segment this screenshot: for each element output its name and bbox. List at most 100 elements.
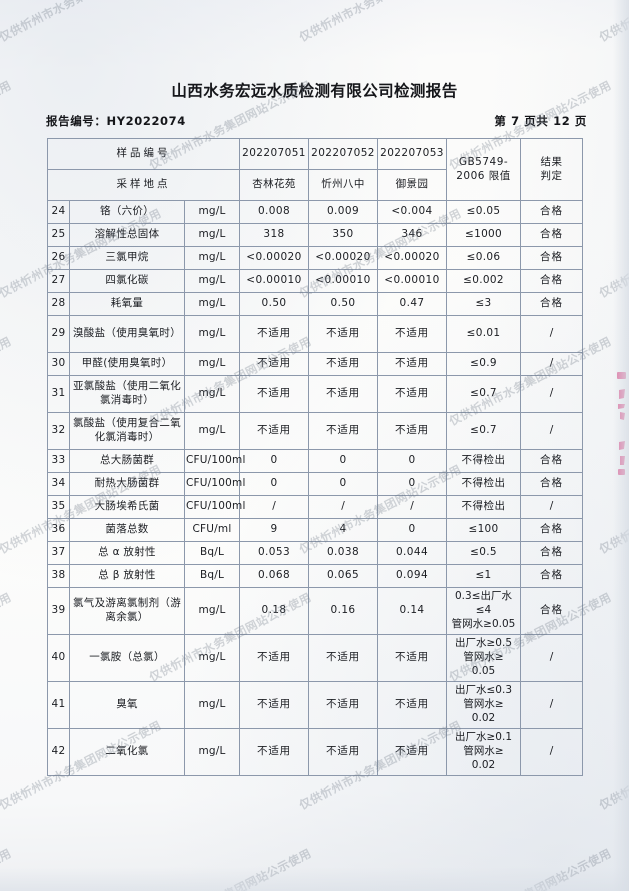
sample-3-value: 0.094	[377, 564, 447, 588]
parameter-name: 大肠埃希氏菌	[69, 495, 185, 519]
table-row: 26 三氯甲烷 mg/L <0.00020 <0.00020 <0.00020 ≤0.06 合…	[47, 246, 583, 270]
verdict-value: 合格	[520, 541, 583, 565]
header-sample-number-label: 样品编号	[47, 138, 240, 170]
standard-limit-value: ≤0.9	[446, 352, 521, 376]
sample-2-value: 350	[308, 223, 378, 247]
header-sampling-site-label: 采样地点	[47, 169, 240, 201]
parameter-name: 铬（六价）	[69, 200, 185, 224]
verdict-value: 合格	[520, 564, 583, 588]
verdict-value: /	[520, 728, 583, 776]
sample-3-value: 346	[377, 223, 447, 247]
parameter-name: 四氯化碳	[69, 269, 185, 293]
sample-1-value: 318	[239, 223, 309, 247]
sample-1-value: /	[239, 495, 309, 519]
header-verdict-line2: 判定	[540, 169, 563, 182]
standard-limit-value: ≤3	[446, 292, 521, 316]
sample-1-value: <0.00010	[239, 269, 309, 293]
verdict-value: /	[520, 634, 583, 682]
table-row: 37 总 α 放射性 Bq/L 0.053 0.038 0.044 ≤0.5 合格	[47, 541, 583, 565]
sample-3-value: <0.004	[377, 200, 447, 224]
report-number: 报告编号：HY2022074	[46, 114, 186, 128]
parameter-name: 亚氯酸盐（使用二氧化氯消毒时）	[69, 375, 185, 413]
sample-3-value: 不适用	[377, 315, 447, 353]
sample-1-value: 0.053	[239, 541, 309, 565]
parameter-unit: CFU/100ml	[184, 495, 245, 519]
sample-2-value: 不适用	[308, 412, 378, 450]
sample-2-value: 0	[308, 472, 378, 496]
table-row: 24 铬（六价） mg/L 0.008 0.009 <0.004 ≤0.05 合格	[47, 200, 583, 224]
row-index: 32	[47, 412, 70, 450]
parameter-unit: Bq/L	[184, 541, 240, 565]
sample-1-value: 不适用	[239, 352, 309, 376]
header-verdict: 结果 判定	[520, 138, 583, 201]
row-index: 42	[47, 728, 70, 776]
sample-3-value: 0	[377, 518, 447, 542]
parameter-name: 总 α 放射性	[69, 541, 185, 565]
table-row: 30 甲醛(使用臭氧时） mg/L 不适用 不适用 不适用 ≤0.9/	[47, 352, 583, 376]
verdict-value: /	[520, 375, 583, 413]
sample-1-value: 0.18	[239, 587, 309, 635]
parameter-name: 总大肠菌群	[69, 449, 185, 473]
standard-limit-value: ≤1000	[446, 223, 521, 247]
sample-2-value: 不适用	[308, 681, 378, 729]
standard-limit-value: ≤0.06	[446, 246, 521, 270]
verdict-value: 合格	[520, 472, 583, 496]
standard-limit-value: ≤0.7	[446, 412, 521, 450]
verdict-value: /	[520, 681, 583, 729]
sample-1-value: 不适用	[239, 412, 309, 450]
row-index: 41	[47, 681, 70, 729]
header-row-sampling-site: 采样地点 杏林花苑 忻州八中 御景园	[47, 169, 583, 201]
sample-3-value: 0.47	[377, 292, 447, 316]
sample-2-value: 不适用	[308, 375, 378, 413]
sample-2-value: 不适用	[308, 315, 378, 353]
verdict-value: 合格	[520, 200, 583, 224]
parameter-name: 溴酸盐（使用臭氧时）	[69, 315, 185, 353]
header-sample-number-2: 202207052	[308, 138, 378, 170]
row-index: 33	[47, 449, 70, 473]
table-row: 32 氯酸盐（使用复合二氧化氯消毒时） mg/L 不适用 不适用 不适用 ≤0.7/	[47, 412, 583, 450]
table-head: 样品编号 202207051 202207052 202207053 GB574…	[47, 138, 583, 201]
standard-limit-value: ≤0.01	[446, 315, 521, 353]
parameter-name: 溶解性总固体	[69, 223, 185, 247]
header-standard-limit: GB5749- 2006 限值	[446, 138, 521, 201]
sample-1-value: <0.00020	[239, 246, 309, 270]
table-row: 27 四氯化碳 mg/L <0.00010 <0.00010 <0.00010 ≤0.002…	[47, 269, 583, 293]
sample-2-value: <0.00010	[308, 269, 378, 293]
sample-1-value: 0	[239, 472, 309, 496]
parameter-unit: mg/L	[184, 352, 240, 376]
sample-2-value: 不适用	[308, 634, 378, 682]
sample-2-value: 0.50	[308, 292, 378, 316]
verdict-value: 合格	[520, 518, 583, 542]
row-index: 37	[47, 541, 70, 565]
table-row: 31 亚氯酸盐（使用二氧化氯消毒时） mg/L 不适用 不适用 不适用 ≤0.7/	[47, 375, 583, 413]
sample-3-value: 不适用	[377, 634, 447, 682]
row-index: 28	[47, 292, 70, 316]
standard-limit-value: 出厂水≤0.3 管网水≥ 0.02	[446, 681, 521, 729]
table-body: 24 铬（六价） mg/L 0.008 0.009 <0.004 ≤0.05 合格 25 溶解性总…	[47, 200, 583, 776]
standard-limit-value: ≤0.05	[446, 200, 521, 224]
table-row: 42 二氧化氯 mg/L 不适用 不适用 不适用 出厂水≥0.1 管网水≥ 0.02/	[47, 728, 583, 776]
parameter-unit: mg/L	[184, 412, 240, 450]
header-sample-number-3: 202207053	[377, 138, 447, 170]
row-index: 25	[47, 223, 70, 247]
header-sample-number-1: 202207051	[239, 138, 309, 170]
table-row: 28 耗氧量 mg/L 0.50 0.50 0.47 ≤3 合格	[47, 292, 583, 316]
header-standard-line1: GB5749-	[458, 155, 509, 168]
table-row: 41 臭氧 mg/L 不适用 不适用 不适用 出厂水≤0.3 管网水≥ 0.02/	[47, 681, 583, 729]
sample-3-value: <0.00010	[377, 269, 447, 293]
sample-2-value: 0.038	[308, 541, 378, 565]
verdict-value: /	[520, 315, 583, 353]
sample-3-value: 不适用	[377, 728, 447, 776]
sample-3-value: 0	[377, 449, 447, 473]
row-index: 26	[47, 246, 70, 270]
row-index: 30	[47, 352, 70, 376]
parameter-name: 二氧化氯	[69, 728, 185, 776]
page-title: 山西水务宏远水质检测有限公司检测报告	[171, 82, 458, 100]
parameter-name: 氯气及游离氯制剂（游离余氯）	[69, 587, 185, 635]
sample-2-value: 0.009	[308, 200, 378, 224]
parameter-unit: mg/L	[184, 292, 240, 316]
parameter-unit: mg/L	[184, 375, 240, 413]
page-indicator: 第 7 页共 12 页	[494, 114, 587, 128]
row-index: 31	[47, 375, 70, 413]
sample-3-value: 不适用	[377, 352, 447, 376]
